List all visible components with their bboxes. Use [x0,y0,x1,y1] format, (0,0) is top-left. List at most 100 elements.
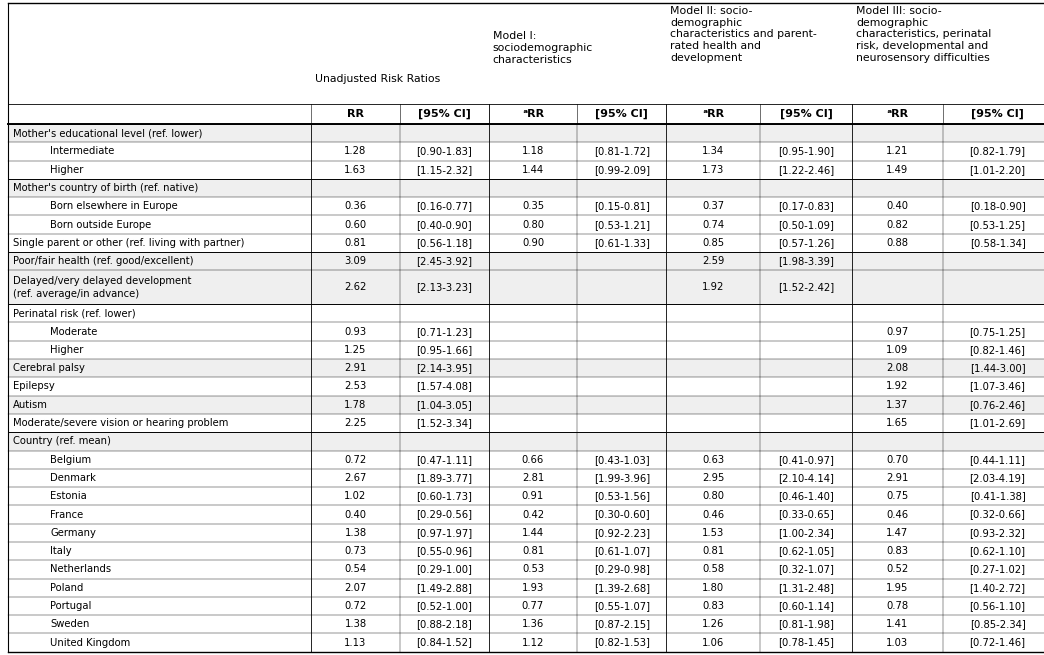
Text: Estonia: Estonia [50,491,87,501]
Text: [0.97-1.97]: [0.97-1.97] [417,528,472,538]
Text: Single parent or other (ref. living with partner): Single parent or other (ref. living with… [13,238,244,248]
Text: [0.46-1.40]: [0.46-1.40] [778,491,834,501]
Text: [0.55-0.96]: [0.55-0.96] [417,546,472,556]
Bar [8,252,1044,271]
Text: [0.50-1.09]: [0.50-1.09] [778,219,834,230]
Text: 1.12: 1.12 [522,637,544,648]
Bar [8,524,1044,542]
Bar [8,487,1044,506]
Text: 1.38: 1.38 [345,619,366,629]
Text: [0.61-1.33]: [0.61-1.33] [594,238,649,248]
Text: RR: RR [347,109,364,119]
Text: 2.62: 2.62 [345,282,366,292]
Text: 1.38: 1.38 [345,528,366,538]
Text: Unadjusted Risk Ratios: Unadjusted Risk Ratios [315,74,441,84]
Text: 0.97: 0.97 [886,327,908,337]
Text: 1.02: 1.02 [345,491,366,501]
Text: 1.49: 1.49 [886,164,908,175]
Text: 0.74: 0.74 [702,219,725,230]
Text: [0.99-2.09]: [0.99-2.09] [594,164,649,175]
Bar [8,359,1044,377]
Text: [0.17-0.83]: [0.17-0.83] [778,201,834,212]
Text: 1.93: 1.93 [522,583,544,593]
Text: 1.06: 1.06 [702,637,725,648]
Bar [8,560,1044,578]
Text: [0.47-1.11]: [0.47-1.11] [417,455,472,464]
Bar [8,179,1044,197]
Bar [8,542,1044,560]
Bar [8,451,1044,469]
Text: [0.55-1.07]: [0.55-1.07] [594,601,649,611]
Text: 0.91: 0.91 [522,491,544,501]
Text: 0.90: 0.90 [522,238,544,248]
Text: Cerebral palsy: Cerebral palsy [13,364,85,373]
Text: 1.63: 1.63 [345,164,366,175]
Bar [8,597,1044,615]
Text: [1.15-2.32]: [1.15-2.32] [417,164,472,175]
Text: 1.78: 1.78 [345,400,366,410]
Text: Intermediate: Intermediate [50,147,115,157]
Text: [0.81-1.98]: [0.81-1.98] [778,619,834,629]
Text: [0.93-2.32]: [0.93-2.32] [970,528,1025,538]
Text: [1.44-3.00]: [1.44-3.00] [970,364,1025,373]
Bar [8,432,1044,451]
Text: [2.10-4.14]: [2.10-4.14] [778,473,834,483]
Text: [0.53-1.56]: [0.53-1.56] [594,491,649,501]
Text: 0.66: 0.66 [522,455,544,464]
Text: [0.82-1.46]: [0.82-1.46] [970,345,1025,355]
Text: [1.89-3.77]: [1.89-3.77] [417,473,472,483]
Text: [0.52-1.00]: [0.52-1.00] [417,601,472,611]
Text: 1.28: 1.28 [345,147,366,157]
Text: [0.76-2.46]: [0.76-2.46] [970,400,1025,410]
Text: 0.54: 0.54 [345,565,366,574]
Text: [1.04-3.05]: [1.04-3.05] [417,400,472,410]
Text: Moderate: Moderate [50,327,97,337]
Text: 1.36: 1.36 [522,619,544,629]
Text: [2.45-3.92]: [2.45-3.92] [417,256,472,266]
Text: [0.75-1.25]: [0.75-1.25] [970,327,1025,337]
Text: [0.29-1.00]: [0.29-1.00] [417,565,472,574]
Text: [0.84-1.52]: [0.84-1.52] [417,637,472,648]
Text: [0.71-1.23]: [0.71-1.23] [417,327,472,337]
Text: [0.58-1.34]: [0.58-1.34] [970,238,1025,248]
Text: [0.30-0.60]: [0.30-0.60] [594,510,649,519]
Text: 1.41: 1.41 [886,619,908,629]
Text: 1.13: 1.13 [345,637,366,648]
Text: [0.16-0.77]: [0.16-0.77] [417,201,472,212]
Text: [0.60-1.73]: [0.60-1.73] [417,491,472,501]
Text: 0.82: 0.82 [886,219,908,230]
Text: 0.78: 0.78 [886,601,908,611]
Text: Poland: Poland [50,583,84,593]
Text: 2.67: 2.67 [345,473,366,483]
Text: [0.92-2.23]: [0.92-2.23] [594,528,649,538]
Text: 0.83: 0.83 [702,601,725,611]
Text: 0.72: 0.72 [345,601,366,611]
Bar [8,615,1044,633]
Bar [8,633,1044,652]
Text: [1.40-2.72]: [1.40-2.72] [970,583,1025,593]
Text: 2.95: 2.95 [702,473,725,483]
Text: Mother's country of birth (ref. native): Mother's country of birth (ref. native) [13,183,197,193]
Text: 1.26: 1.26 [702,619,725,629]
Text: [0.27-1.02]: [0.27-1.02] [970,565,1025,574]
Text: United Kingdom: United Kingdom [50,637,130,648]
Text: [0.43-1.03]: [0.43-1.03] [594,455,649,464]
Text: 0.81: 0.81 [702,546,725,556]
Text: [2.03-4.19]: [2.03-4.19] [970,473,1025,483]
Text: [0.87-2.15]: [0.87-2.15] [594,619,649,629]
Text: Country (ref. mean): Country (ref. mean) [13,436,111,446]
Text: 0.63: 0.63 [702,455,725,464]
Text: [0.78-1.45]: [0.78-1.45] [778,637,834,648]
Text: [1.52-2.42]: [1.52-2.42] [778,282,834,292]
Bar [8,578,1044,597]
Text: 0.52: 0.52 [886,565,908,574]
Text: Germany: Germany [50,528,96,538]
Text: 0.72: 0.72 [345,455,366,464]
Text: Poor/fair health (ref. good/excellent): Poor/fair health (ref. good/excellent) [13,256,193,266]
Text: Italy: Italy [50,546,72,556]
Text: [0.62-1.10]: [0.62-1.10] [970,546,1025,556]
Bar [8,396,1044,414]
Bar [8,322,1044,341]
Text: [0.15-0.81]: [0.15-0.81] [594,201,649,212]
Text: 0.37: 0.37 [702,201,725,212]
